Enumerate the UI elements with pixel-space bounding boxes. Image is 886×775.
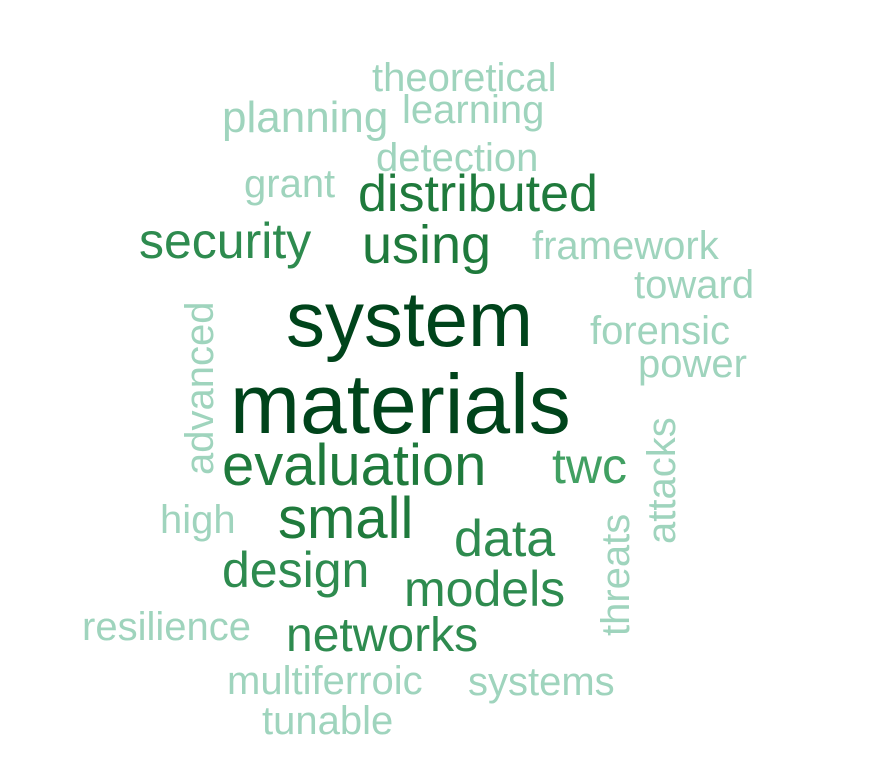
word-security: security xyxy=(139,213,312,269)
word-distributed: distributed xyxy=(358,165,598,223)
word-tunable: tunable xyxy=(262,699,394,743)
word-systems: systems xyxy=(468,660,615,704)
word-toward: toward xyxy=(634,263,755,307)
word-data: data xyxy=(454,510,556,568)
word-using: using xyxy=(362,215,492,275)
word-planning: planning xyxy=(222,93,389,142)
word-theoretical: theoretical xyxy=(372,56,557,100)
word-detection: detection xyxy=(376,136,539,180)
word-twc: twc xyxy=(552,438,627,494)
word-design: design xyxy=(222,542,370,598)
word-high: high xyxy=(160,498,236,542)
word-grant: grant xyxy=(244,162,336,206)
word-framework: framework xyxy=(532,224,719,268)
word-power: power xyxy=(638,342,747,386)
word-learning: learning xyxy=(402,88,545,132)
word-system: system xyxy=(286,275,534,363)
word-threats: threats xyxy=(594,513,638,636)
word-advanced: advanced xyxy=(178,301,222,475)
word-evaluation: evaluation xyxy=(222,433,487,498)
word-networks: networks xyxy=(286,609,479,662)
word-resilience: resilience xyxy=(82,605,251,649)
word-materials: materials xyxy=(230,357,571,451)
word-small: small xyxy=(278,486,414,551)
word-multiferroic: multiferroic xyxy=(227,659,423,703)
word-forensic: forensic xyxy=(590,309,731,353)
word-attacks: attacks xyxy=(640,417,684,544)
word-models: models xyxy=(404,561,566,617)
